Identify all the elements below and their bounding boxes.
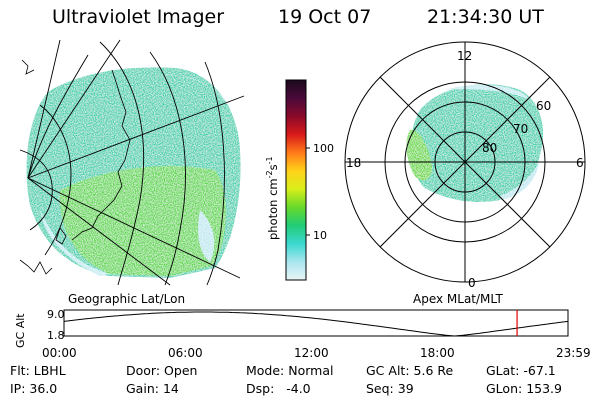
aurora-image-polar	[406, 84, 544, 202]
time-tick-00: 00:00	[42, 346, 77, 360]
info-mode: Mode: Normal	[246, 363, 334, 378]
geographic-map-panel	[19, 39, 245, 286]
polar-plot-panel: 12 18 6 0 60 70 80	[344, 41, 586, 290]
mlt-label-0: 0	[468, 276, 476, 290]
aurora-image-geographic	[26, 67, 241, 278]
lat-label-60: 60	[536, 99, 551, 113]
date-label: 19 Oct 07	[278, 6, 372, 28]
altitude-plot: 9.0 1.8 GC Alt 00:00 06:00 12:00 18:00 2…	[14, 308, 591, 360]
colorbar-tick-10: 10	[313, 229, 327, 242]
altitude-curve	[63, 311, 569, 337]
alt-tick-1-8: 1.8	[47, 329, 65, 342]
mlt-label-6: 6	[576, 156, 584, 170]
info-gc-alt: GC Alt: 5.6 Re	[366, 363, 454, 378]
time-axis: 00:00 06:00 12:00 18:00 23:59	[42, 346, 591, 360]
colorbar-unit-label: photon cm-2s-1	[265, 156, 280, 240]
time-tick-18: 18:00	[420, 346, 455, 360]
lat-label-70: 70	[513, 122, 528, 136]
apex-label: Apex MLat/MLT	[413, 292, 503, 306]
time-label: 21:34:30 UT	[427, 6, 544, 28]
info-gain: Gain: 14	[126, 381, 179, 396]
info-dsp: Dsp: -4.0	[246, 381, 311, 396]
alt-axis-label: GC Alt	[14, 313, 27, 348]
mlt-label-12: 12	[457, 49, 472, 63]
alt-tick-9: 9.0	[47, 308, 65, 321]
info-flt: Flt: LBHL	[10, 363, 66, 378]
colorbar-scale	[285, 79, 307, 281]
info-seq: Seq: 39	[366, 381, 414, 396]
coastline	[19, 59, 131, 275]
time-tick-12: 12:00	[294, 346, 329, 360]
colorbar: 100 10 photon cm-2s-1	[265, 79, 334, 281]
time-tick-2359: 23:59	[556, 346, 591, 360]
time-tick-06: 06:00	[168, 346, 203, 360]
lat-label-80: 80	[482, 141, 497, 155]
info-glat: GLat: -67.1	[486, 363, 556, 378]
colorbar-tick-100: 100	[313, 142, 334, 155]
altitude-plot-frame	[63, 309, 569, 337]
geographic-label: Geographic Lat/Lon	[68, 292, 185, 306]
instrument-title: Ultraviolet Imager	[52, 6, 225, 28]
mlt-label-18: 18	[346, 156, 361, 170]
info-glon: GLon: 153.9	[486, 381, 562, 396]
info-ip: IP: 36.0	[10, 381, 58, 396]
map-grid	[19, 39, 245, 286]
info-door: Door: Open	[126, 363, 198, 378]
polar-grid	[344, 41, 586, 283]
